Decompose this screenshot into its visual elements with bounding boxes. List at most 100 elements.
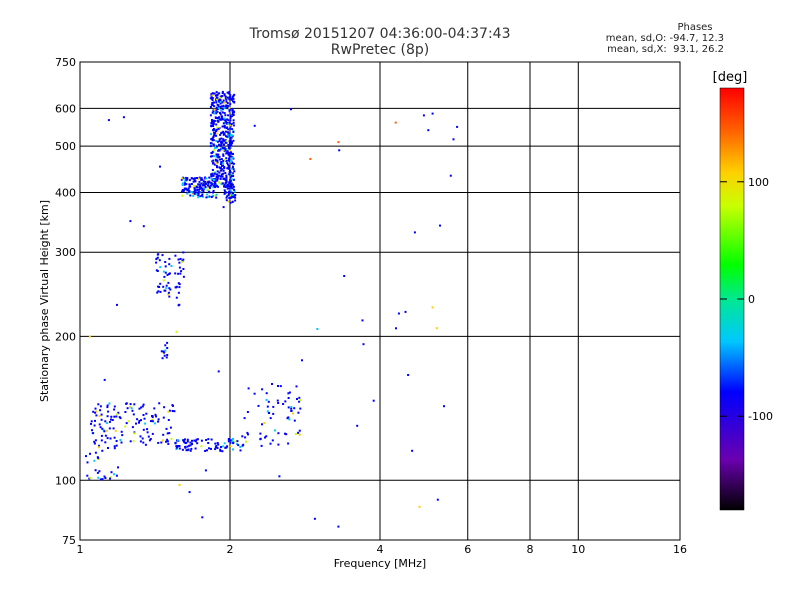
- echo-point: [113, 445, 116, 448]
- echo-point: [361, 319, 364, 322]
- echo-point: [265, 435, 268, 438]
- echo-point: [109, 476, 112, 479]
- echo-point: [91, 429, 93, 432]
- echo-point: [215, 176, 218, 178]
- echo-point: [209, 114, 212, 117]
- echo-point: [296, 398, 298, 400]
- echo-point: [160, 441, 163, 444]
- echo-point: [223, 112, 226, 115]
- echo-point: [292, 412, 294, 415]
- echo-point: [178, 261, 181, 264]
- echo-point: [147, 435, 150, 438]
- echo-point: [309, 158, 312, 160]
- echo-point: [185, 183, 188, 186]
- echo-point: [207, 196, 209, 198]
- echo-point: [107, 410, 110, 413]
- echo-point: [222, 154, 225, 157]
- y-axis-ticks: 75 100 200 300 400 500 600 750: [55, 56, 76, 547]
- echo-point: [228, 190, 231, 193]
- echo-point: [138, 420, 141, 422]
- echo-point: [224, 186, 227, 188]
- echo-point: [181, 189, 184, 191]
- echo-point: [170, 437, 173, 440]
- echo-point: [225, 120, 227, 123]
- echo-point: [145, 412, 148, 415]
- echo-point: [132, 413, 135, 416]
- echo-point: [189, 194, 192, 197]
- echo-point: [397, 312, 400, 315]
- echo-point: [222, 159, 225, 162]
- echo-point: [233, 101, 236, 104]
- echo-point: [228, 134, 231, 137]
- echo-point: [189, 449, 192, 452]
- echo-point: [243, 417, 246, 420]
- echo-point: [210, 447, 212, 450]
- echo-point: [224, 114, 227, 117]
- echo-point: [223, 442, 226, 445]
- echo-point: [221, 445, 224, 448]
- echo-point: [202, 195, 204, 198]
- echo-point: [88, 477, 91, 480]
- echo-point: [223, 185, 226, 188]
- echo-point: [159, 266, 162, 269]
- echo-point: [166, 440, 169, 443]
- echo-point: [188, 179, 191, 182]
- echo-point: [101, 478, 104, 481]
- echo-point: [210, 438, 213, 441]
- echo-point: [229, 171, 232, 174]
- echo-point: [144, 443, 147, 446]
- echo-point: [214, 446, 217, 449]
- echo-point: [222, 178, 225, 180]
- echo-point: [109, 437, 112, 440]
- echo-point: [223, 106, 226, 109]
- echo-point: [253, 124, 256, 127]
- echo-point: [220, 140, 223, 143]
- echo-point: [210, 93, 213, 96]
- echo-point: [206, 449, 208, 452]
- echo-point: [299, 407, 302, 410]
- echo-point: [189, 185, 192, 188]
- echo-point: [200, 178, 203, 181]
- echo-point: [233, 170, 236, 173]
- echo-point: [213, 108, 216, 111]
- echo-point: [231, 172, 234, 175]
- echo-point: [110, 415, 113, 418]
- echo-point: [150, 420, 152, 423]
- echo-point: [191, 442, 193, 445]
- echo-point: [104, 434, 107, 437]
- echo-point: [195, 191, 198, 194]
- echo-point: [205, 439, 208, 441]
- echo-point: [176, 445, 179, 448]
- echo-point: [210, 173, 213, 176]
- echo-point: [208, 176, 211, 179]
- echo-point: [181, 184, 184, 186]
- echo-point: [210, 122, 213, 124]
- echo-point: [204, 185, 207, 188]
- echo-point: [226, 96, 229, 99]
- echo-point: [223, 117, 226, 120]
- echo-point: [293, 419, 296, 422]
- echo-point: [218, 182, 221, 185]
- echo-point: [246, 431, 249, 434]
- echo-point: [218, 140, 221, 142]
- chart-subtitle: RwPretec (8p): [330, 42, 430, 58]
- y-tick-label: 400: [55, 186, 76, 199]
- echo-point: [86, 461, 89, 464]
- echo-point: [229, 189, 232, 192]
- echo-point: [215, 130, 217, 133]
- echo-point: [245, 440, 247, 443]
- echo-point: [177, 304, 180, 307]
- echo-point: [119, 417, 122, 420]
- echo-point: [229, 439, 232, 442]
- echo-point: [166, 273, 169, 276]
- echo-point: [164, 261, 167, 263]
- echo-point: [394, 121, 397, 124]
- echo-point: [228, 97, 231, 100]
- echo-point: [223, 143, 225, 146]
- echo-point: [211, 92, 214, 95]
- echo-point: [196, 177, 198, 179]
- echo-point: [117, 466, 119, 469]
- echo-point: [184, 179, 187, 182]
- echo-point: [229, 152, 232, 155]
- echo-point: [157, 420, 160, 423]
